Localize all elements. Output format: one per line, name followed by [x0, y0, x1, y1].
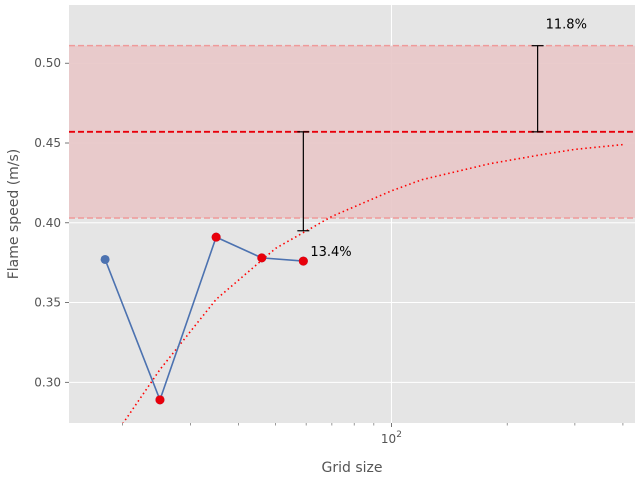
fit-data-point: [298, 256, 308, 266]
series-layer: [100, 143, 624, 423]
fit-data-point: [257, 253, 267, 263]
reference-band-layer: [69, 44, 635, 219]
error-label: 13.4%: [310, 245, 351, 260]
y-tick-label: 0.35: [34, 296, 61, 310]
data-point: [100, 254, 110, 264]
y-tick-label: 0.40: [34, 216, 61, 230]
error-bar-layer: 13.4% 11.8%: [297, 18, 587, 260]
fit-curve: [122, 143, 624, 423]
y-tick-label: 0.45: [34, 136, 61, 150]
error-label: 11.8%: [546, 18, 587, 33]
y-axis-label: Flame speed (m/s): [6, 149, 22, 280]
tick-layer: 0.30 0.35 0.40 0.45 0.50 102: [34, 56, 624, 446]
fit-data-point: [155, 395, 165, 405]
y-tick-label: 0.30: [34, 375, 61, 389]
fit-data-point: [211, 232, 221, 242]
x-axis-label: Grid size: [322, 460, 383, 476]
y-tick-label: 0.50: [34, 56, 61, 70]
x-tick-label: 102: [381, 430, 402, 446]
